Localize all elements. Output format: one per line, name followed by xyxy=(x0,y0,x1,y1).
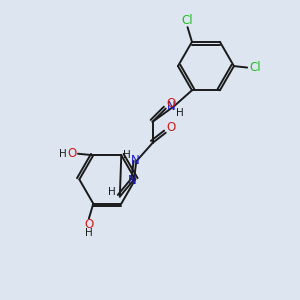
Text: H: H xyxy=(123,150,131,160)
Text: Cl: Cl xyxy=(249,61,261,74)
Text: O: O xyxy=(167,121,176,134)
Text: O: O xyxy=(84,218,94,231)
Text: N: N xyxy=(128,174,136,187)
Text: H: H xyxy=(85,227,93,238)
Text: Cl: Cl xyxy=(182,14,194,27)
Text: H: H xyxy=(108,187,116,197)
Text: O: O xyxy=(68,147,77,160)
Text: H: H xyxy=(59,149,67,159)
Text: N: N xyxy=(130,154,139,167)
Text: O: O xyxy=(167,97,176,110)
Text: N: N xyxy=(167,100,176,113)
Text: H: H xyxy=(176,108,184,118)
